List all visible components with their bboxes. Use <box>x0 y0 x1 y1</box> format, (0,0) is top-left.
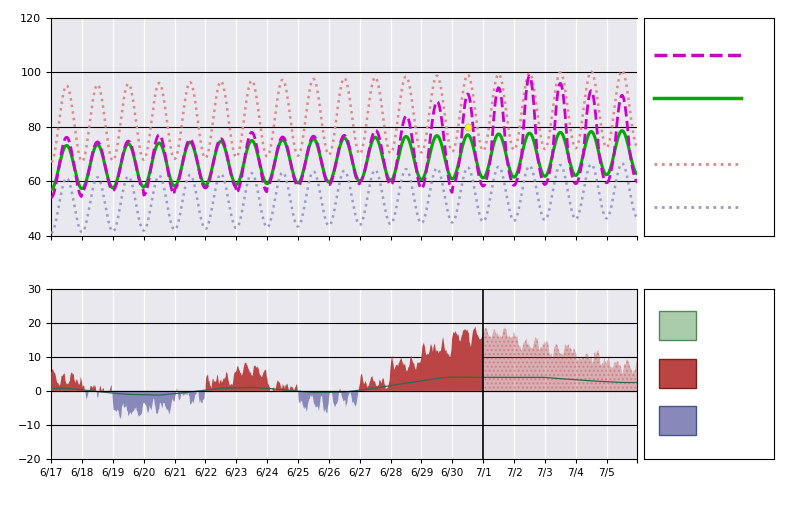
Bar <box>660 311 696 340</box>
Bar <box>660 358 696 387</box>
Bar <box>660 406 696 435</box>
